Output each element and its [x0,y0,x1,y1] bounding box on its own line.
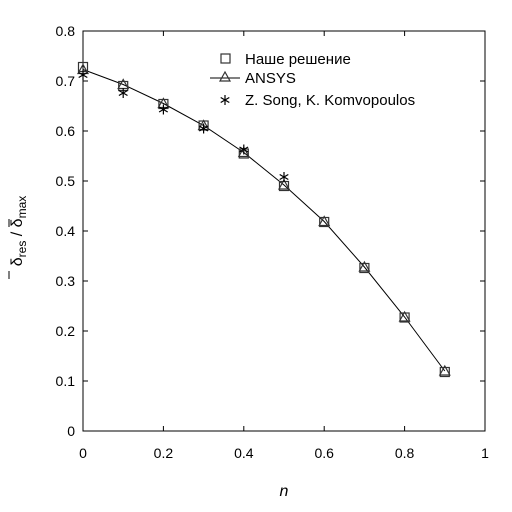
legend-label: Z. Song, K. Komvopoulos [245,92,415,109]
axes: 0 0.2 0.4 0.6 0.8 1 0 0.1 0.2 0.3 0.4 0.5 0.6 0.7 0.8 [56,23,490,461]
legend-item-ansys: ANSYS [210,70,296,87]
y-tick-label: 0.7 [56,73,76,89]
y-tick-label: 0.3 [56,273,76,289]
x-tick-label: 0.2 [154,445,174,461]
x-tick-label: 0.8 [395,445,415,461]
y-label-separator: / [9,227,26,240]
triangle-marker [277,178,291,190]
asterisk-marker [198,123,209,134]
asterisk-marker [279,172,289,182]
y-label-denominator-sub: max [15,196,29,219]
series-lines [82,69,446,372]
x-tick-label: 0.4 [234,445,254,461]
legend-label: ANSYS [245,70,296,87]
y-tick-label: 0.2 [56,323,76,339]
x-tick-label: 1 [481,445,489,461]
y-tick-label: 0.6 [56,123,76,139]
x-axis-label: n [280,483,289,500]
asterisk-marker [158,104,169,115]
triangle-marker [358,260,371,272]
y-label-numerator-sub: res [15,241,29,258]
x-tick-label: 0.6 [314,445,334,461]
x-tick-label: 0 [79,445,87,461]
legend-label: Наше решение [245,51,351,68]
legend-asterisk-marker [220,95,230,105]
y-tick-label: 0.5 [56,173,76,189]
series-markers [76,61,451,378]
triangle-marker [237,146,250,158]
y-tick-label: 0.1 [56,373,76,389]
triangle-marker [438,364,451,376]
square-marker [359,262,370,274]
y-tick-label: 0 [67,423,75,439]
legend-square-marker [220,53,231,64]
triangle-marker [398,310,411,322]
y-tick-label: 0.4 [56,223,76,239]
legend-item-song-komvopoulos: Z. Song, K. Komvopoulos [220,92,415,109]
y-label-numerator: δ [9,257,26,266]
square-marker [439,366,450,378]
legend-triangle-marker [218,70,232,82]
asterisk-marker [78,70,88,80]
asterisk-marker [118,88,128,98]
asterisk-marker [239,144,249,155]
svg-text:δres / δmax: δres / δmax [9,196,29,267]
y-tick-label: 0.8 [56,23,76,39]
triangle-marker [318,215,331,227]
series-line-1 [82,69,446,372]
legend-item-our-solution: Наше решение [220,51,351,68]
y-label-denominator: δ [9,218,26,227]
legend: Наше решение ANSYS Z. Song, K. Komvopoul… [210,51,415,109]
y-axis-label: δres / δmax [8,196,29,279]
